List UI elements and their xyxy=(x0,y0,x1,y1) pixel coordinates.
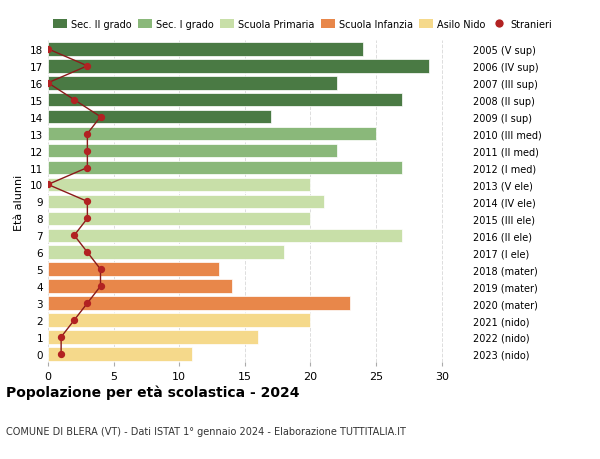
Bar xyxy=(48,347,193,361)
Point xyxy=(70,97,79,104)
Point xyxy=(43,46,53,53)
Bar xyxy=(48,195,323,209)
Bar xyxy=(48,297,350,310)
Bar xyxy=(48,77,337,90)
Point xyxy=(56,334,66,341)
Point xyxy=(70,317,79,324)
Point xyxy=(83,164,92,172)
Legend: Sec. II grado, Sec. I grado, Scuola Primaria, Scuola Infanzia, Asilo Nido, Stran: Sec. II grado, Sec. I grado, Scuola Prim… xyxy=(53,20,552,30)
Bar xyxy=(48,43,363,56)
Point xyxy=(83,198,92,206)
Bar xyxy=(48,263,218,276)
Bar xyxy=(48,229,403,242)
Point xyxy=(43,80,53,87)
Bar xyxy=(48,60,428,73)
Bar xyxy=(48,330,258,344)
Point xyxy=(96,283,106,290)
Bar xyxy=(48,212,311,226)
Point xyxy=(96,266,106,273)
Point xyxy=(56,351,66,358)
Point xyxy=(83,147,92,155)
Point xyxy=(83,131,92,138)
Bar xyxy=(48,162,403,175)
Point xyxy=(43,181,53,189)
Bar xyxy=(48,246,284,259)
Point xyxy=(70,232,79,240)
Bar xyxy=(48,94,403,107)
Text: COMUNE DI BLERA (VT) - Dati ISTAT 1° gennaio 2024 - Elaborazione TUTTITALIA.IT: COMUNE DI BLERA (VT) - Dati ISTAT 1° gen… xyxy=(6,426,406,436)
Bar xyxy=(48,280,232,293)
Bar xyxy=(48,128,376,141)
Point xyxy=(83,300,92,307)
Text: Popolazione per età scolastica - 2024: Popolazione per età scolastica - 2024 xyxy=(6,385,299,399)
Point xyxy=(83,249,92,257)
Bar xyxy=(48,313,311,327)
Point xyxy=(83,63,92,70)
Point xyxy=(96,114,106,121)
Bar xyxy=(48,178,311,192)
Point xyxy=(83,215,92,223)
Bar xyxy=(48,111,271,124)
Y-axis label: Età alunni: Età alunni xyxy=(14,174,25,230)
Bar xyxy=(48,145,337,158)
